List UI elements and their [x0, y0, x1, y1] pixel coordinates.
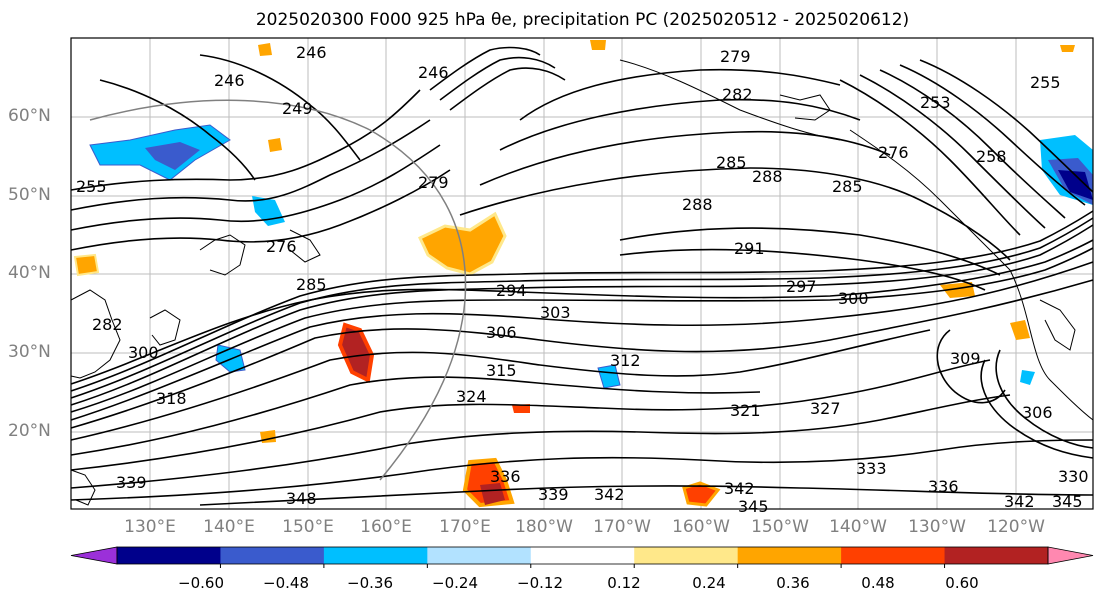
contour-label: 294	[496, 281, 527, 300]
colorbar-tick-label: −0.24	[432, 574, 478, 592]
colorbar-tick-label: 0.60	[945, 574, 979, 592]
contour-label: 288	[682, 195, 713, 214]
contour-label: 330	[1058, 467, 1089, 486]
lon-label: 170°W	[593, 517, 651, 537]
contour-label: 342	[1004, 492, 1035, 511]
contour-label: 258	[976, 147, 1007, 166]
lon-label: 170°E	[439, 517, 491, 537]
contour-label: 336	[928, 477, 959, 496]
colorbar-tick-label: −0.36	[347, 574, 393, 592]
colorbar-segment	[737, 547, 842, 564]
colorbar-tick-label: 0.36	[776, 574, 810, 592]
colorbar-segment	[220, 547, 325, 564]
contour-label: 342	[594, 485, 625, 504]
coastlines	[70, 59, 1094, 506]
contour-label: 300	[838, 289, 869, 308]
contour-label: 345	[738, 497, 769, 516]
colorbar-frame	[116, 546, 1049, 565]
colorbar-segment	[427, 547, 532, 564]
lat-label: 40°N	[8, 263, 51, 283]
colorbar-tick-label: −0.48	[263, 574, 309, 592]
lat-label: 50°N	[8, 185, 51, 205]
contour-label: 255	[76, 177, 107, 196]
contour-labels: 246 246 246 249 279 282 255 253 279 285 …	[76, 43, 1089, 516]
contour-label: 279	[418, 173, 449, 192]
contour-label: 246	[214, 71, 245, 90]
contour-label: 249	[282, 99, 313, 118]
contour-label: 282	[722, 85, 753, 104]
lon-label: 140°E	[203, 517, 255, 537]
contour-label: 321	[730, 401, 761, 420]
colorbar-segment	[117, 547, 221, 564]
contour-label: 309	[950, 349, 981, 368]
lon-label: 150°E	[282, 517, 334, 537]
contour-label: 345	[1052, 492, 1083, 511]
contour-label: 285	[716, 153, 747, 172]
lon-label: 150°W	[751, 517, 809, 537]
colorbar-extend-high	[1047, 546, 1094, 565]
lon-label: 130°W	[908, 517, 966, 537]
lat-label: 30°N	[8, 342, 51, 362]
colorbar-segment	[944, 547, 1049, 564]
colorbar-segment	[530, 547, 635, 564]
contour-label: 315	[486, 361, 517, 380]
contour-label: 253	[920, 93, 951, 112]
contour-label: 342	[724, 479, 755, 498]
contour-label: 291	[734, 239, 765, 258]
contour-label: 300	[128, 343, 159, 362]
map-title: 2025020300 F000 925 hPa θe, precipitatio…	[255, 10, 910, 30]
contour-label: 255	[1030, 73, 1061, 92]
contour-label: 339	[538, 485, 569, 504]
contour-label: 333	[856, 459, 887, 478]
contour-label: 327	[810, 399, 841, 418]
lon-label: 140°W	[829, 517, 887, 537]
colorbar-segment	[634, 547, 739, 564]
contour-label: 246	[418, 63, 449, 82]
track-arc	[89, 99, 467, 481]
colorbar-segment	[323, 547, 428, 564]
lat-label: 60°N	[8, 106, 51, 126]
lon-label: 120°W	[987, 517, 1045, 537]
contour-label: 324	[456, 387, 487, 406]
contour-label: 339	[116, 473, 147, 492]
contour-label: 276	[878, 143, 909, 162]
colorbar-tick-label: 0.12	[607, 574, 641, 592]
contour-label: 285	[832, 177, 863, 196]
contour-label: 297	[786, 277, 817, 296]
colorbar-tick-label: 0.24	[692, 574, 726, 592]
contour-label: 276	[266, 237, 297, 256]
colorbar-tick-label: −0.12	[517, 574, 563, 592]
lon-label: 160°E	[360, 517, 412, 537]
colorbar-segments	[70, 546, 1094, 565]
contour-label: 288	[752, 167, 783, 186]
contour-label: 312	[610, 351, 641, 370]
colorbar-extend-low	[70, 546, 118, 565]
contour-label: 285	[296, 275, 327, 294]
contour-label: 282	[92, 315, 123, 334]
lon-label: 160°W	[672, 517, 730, 537]
contour-label: 246	[296, 43, 327, 62]
lat-label: 20°N	[8, 421, 51, 441]
theta-e-contours	[70, 46, 1094, 506]
contour-label: 306	[486, 323, 517, 342]
contour-label: 306	[1022, 403, 1053, 422]
lon-label: 180°W	[515, 517, 573, 537]
contour-label: 336	[490, 467, 521, 486]
contour-label: 303	[540, 303, 571, 322]
contour-label: 279	[720, 47, 751, 66]
colorbar-segment	[841, 547, 946, 564]
lon-label: 130°E	[124, 517, 176, 537]
colorbar-tick-label: 0.48	[861, 574, 895, 592]
colorbar-tick-label: −0.60	[178, 574, 224, 592]
contour-label: 318	[156, 389, 187, 408]
contour-label: 348	[286, 489, 317, 508]
